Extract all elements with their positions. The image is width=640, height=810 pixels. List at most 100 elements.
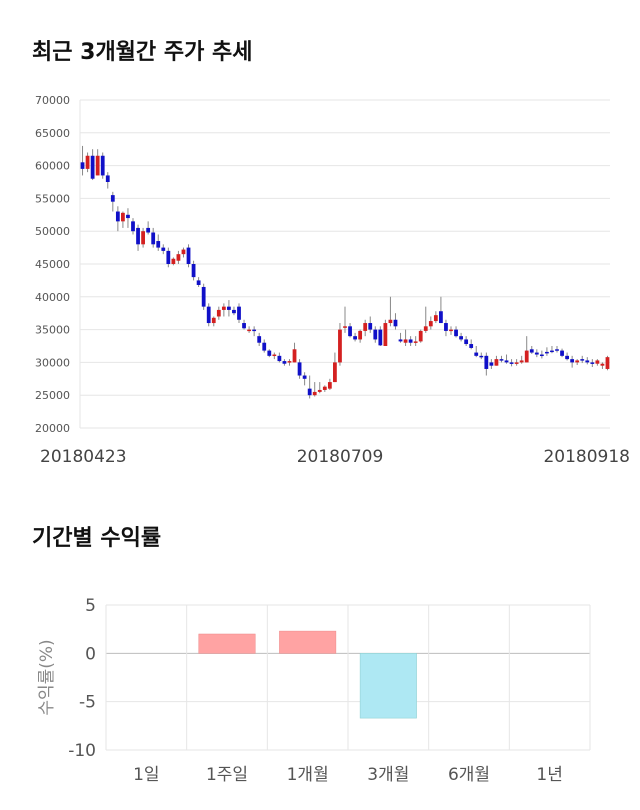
candle-body-up <box>383 323 388 346</box>
candle <box>252 326 257 337</box>
candle <box>292 342 297 363</box>
candle-body-up <box>433 315 438 322</box>
candle <box>514 359 519 366</box>
candle <box>368 316 373 333</box>
candle <box>570 355 575 368</box>
candle-body-up <box>181 249 186 255</box>
candle-body-down <box>393 319 398 327</box>
candle <box>338 323 342 366</box>
candle <box>383 319 388 346</box>
candle-body-down <box>297 362 302 376</box>
candle-body-down <box>408 339 413 343</box>
candle <box>433 311 438 324</box>
price-y-tick-label: 30000 <box>35 356 70 369</box>
price-y-tick-label: 45000 <box>35 258 70 271</box>
return-x-tick-label: 1년 <box>536 765 562 785</box>
candle <box>494 355 499 366</box>
candle-body-up <box>322 386 327 390</box>
candle <box>115 206 120 232</box>
return-y-axis-label: 수익률(%) <box>37 639 57 715</box>
candle-body-up <box>216 309 221 317</box>
return-x-tick-labels: 1일 1주일 1개월 3개월 6개월 1년 <box>133 765 563 785</box>
candle-body-down <box>469 344 474 348</box>
candle-body-down <box>444 323 448 331</box>
candle <box>423 306 428 333</box>
candle <box>105 172 110 189</box>
candle-body-down <box>146 227 151 233</box>
candle-body-up <box>121 212 125 222</box>
candle-body-up <box>524 350 529 363</box>
candle <box>474 346 479 358</box>
candle-body-down <box>550 350 554 353</box>
candle-body-up <box>514 362 519 364</box>
candle <box>201 283 206 310</box>
candle <box>403 329 408 346</box>
candle <box>509 359 514 367</box>
candle-body-down <box>282 361 287 364</box>
candle <box>146 221 151 235</box>
candle <box>418 329 423 343</box>
candle <box>322 385 327 392</box>
candle-body-up <box>327 382 332 389</box>
return-x-tick-label: 1주일 <box>206 765 248 785</box>
candle <box>343 306 347 333</box>
candle <box>317 382 322 394</box>
candle <box>307 375 312 399</box>
candle <box>464 336 469 346</box>
candle <box>398 332 403 343</box>
candle-body-down <box>509 362 514 364</box>
candle <box>595 359 600 366</box>
return-y-axis-label: 수익률(%) <box>37 639 57 715</box>
candle-body-down <box>267 350 272 356</box>
candle-body-up <box>272 354 277 357</box>
candle-body-down <box>252 329 257 332</box>
candle-body-down <box>156 241 161 248</box>
candle <box>565 352 569 361</box>
price-x-tick-label: 20180423 <box>40 447 127 467</box>
candle <box>287 359 292 366</box>
price-x-tick-label: 20180918 <box>543 447 630 467</box>
candle-body-up <box>575 360 580 363</box>
price-x-tick-label: 20180709 <box>297 447 384 467</box>
candle-body-up <box>595 360 600 364</box>
candle <box>580 355 585 364</box>
price-x-tick-labels: 20180423 20180709 20180918 <box>40 447 630 467</box>
candle-body-up <box>176 254 181 261</box>
candle-body-up <box>418 330 423 342</box>
candle <box>221 303 226 317</box>
candle-body-up <box>211 317 216 324</box>
candle-body-down <box>100 155 105 176</box>
candle-body-down <box>257 336 262 343</box>
candle-body-down <box>580 359 585 361</box>
price-y-tick-label: 55000 <box>35 192 70 205</box>
candle-body-up <box>317 389 322 392</box>
candle <box>181 247 186 258</box>
candle-body-down <box>474 352 479 356</box>
candle-body-down <box>489 362 494 366</box>
candle <box>136 224 140 251</box>
return-y-tick-label: -10 <box>68 741 96 761</box>
candle <box>272 352 277 360</box>
candle-body-down <box>398 339 403 342</box>
candle <box>393 313 398 330</box>
return-bar-2 <box>279 630 337 654</box>
candle <box>206 303 211 327</box>
candle <box>550 346 554 354</box>
candle <box>227 300 231 317</box>
candle-body-down <box>454 329 458 337</box>
candle <box>151 227 156 248</box>
candle-body-up <box>413 341 418 343</box>
candle-body-down <box>539 354 544 357</box>
candle <box>171 257 176 266</box>
return-y-tick-label: -5 <box>79 693 96 713</box>
candle-body-down <box>237 306 241 320</box>
candle-body-up <box>428 321 433 327</box>
candle-body-up <box>85 155 90 169</box>
candle <box>262 339 267 353</box>
candle-body-down <box>439 311 443 324</box>
candle <box>126 208 130 228</box>
candle-body-down <box>459 336 463 340</box>
candle <box>428 316 433 330</box>
candle-body-down <box>307 388 312 396</box>
candle <box>585 357 590 365</box>
